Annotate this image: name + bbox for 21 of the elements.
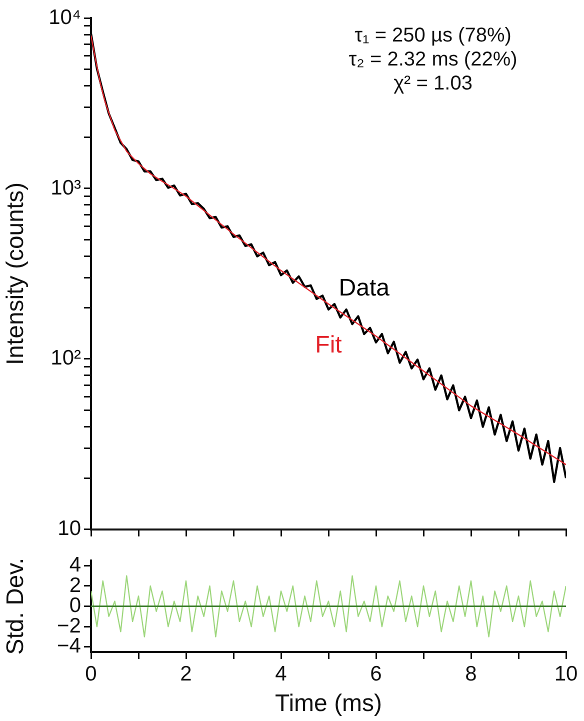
x-tick-label: 4 [275,662,288,686]
x-tick-label: 2 [180,662,192,686]
y-tick-label: 10² [50,346,81,370]
series-label: Data [338,274,390,302]
x-tick-label: 6 [370,662,382,686]
y-tick-label: −4 [57,634,82,658]
y-tick-label: 4 [69,553,82,576]
y-axis-title: Std. Dev. [2,558,30,655]
y-tick-label: 10³ [50,176,81,200]
annotation: τ₂ = 2.32 ms (22%) [348,48,518,71]
y-tick-label: 2 [69,574,81,597]
y-tick-label: 10⁴ [48,6,81,29]
x-tick-label: 10 [554,662,578,686]
series-label: Fit [315,332,342,359]
annotation: τ₁ = 250 µs (78%) [354,24,512,47]
x-axis-title: Time (ms) [274,690,382,718]
y-axis-title: Intensity (counts) [2,182,30,366]
x-tick-label: 8 [465,662,477,686]
y-tick-label: 10 [58,517,81,540]
x-tick-label: 0 [85,662,97,686]
annotation: χ² = 1.03 [394,72,472,95]
